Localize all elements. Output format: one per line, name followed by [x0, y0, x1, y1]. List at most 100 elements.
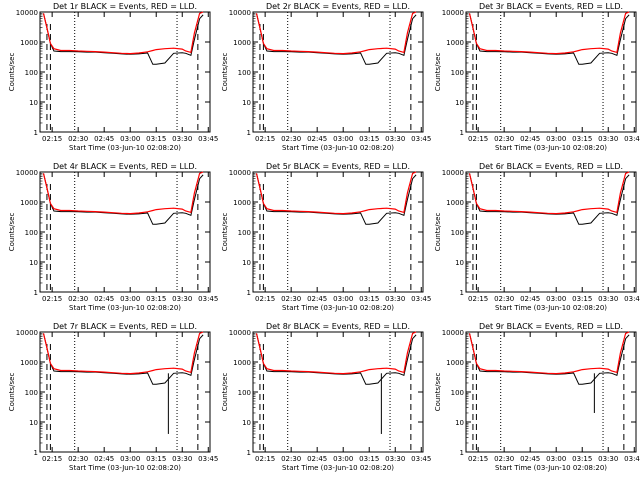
x-tick-label: 02:45	[94, 295, 114, 303]
series-events	[469, 13, 630, 65]
x-axis-label: Start Time (03-Jun-10 02:08:20)	[69, 144, 181, 152]
panel-det-8r: Det 8r BLACK = Events, RED = LLD. 1 10 100 1…	[221, 322, 431, 472]
y-tick-label: 100	[451, 69, 464, 77]
x-tick-label: 03:30	[598, 295, 618, 303]
panel-det-4r: Det 4r BLACK = Events, RED = LLD. 1 10 100 1…	[8, 162, 218, 312]
x-tick-label: 02:30	[281, 455, 301, 463]
x-tick-label: 02:30	[281, 295, 301, 303]
x-tick-label: 03:00	[546, 135, 566, 143]
panel-det-6r: Det 6r BLACK = Events, RED = LLD. 1 10 100 1…	[434, 162, 640, 312]
x-axis-label: Start Time (03-Jun-10 02:08:20)	[495, 464, 607, 472]
x-tick-label: 03:15	[359, 295, 379, 303]
x-tick-label: 02:30	[494, 135, 514, 143]
x-tick-label: 03:45	[198, 135, 218, 143]
x-tick-label: 03:00	[546, 455, 566, 463]
y-tick-label: 100	[25, 389, 38, 397]
panel-title: Det 3r BLACK = Events, RED = LLD.	[479, 2, 623, 11]
x-tick-label: 02:15	[255, 295, 275, 303]
y-tick-label: 10	[455, 99, 464, 107]
plot-frame	[39, 331, 211, 453]
x-tick-label: 03:00	[333, 295, 353, 303]
x-axis-label: Start Time (03-Jun-10 02:08:20)	[282, 144, 394, 152]
x-tick-label: 03:45	[198, 295, 218, 303]
y-tick-label: 10	[455, 419, 464, 427]
y-axis-label: Counts/sec	[8, 213, 16, 252]
x-tick-label: 03:15	[359, 455, 379, 463]
y-tick-label: 10	[242, 259, 251, 267]
y-tick-label: 1000	[446, 199, 464, 207]
x-tick-label: 02:45	[94, 135, 114, 143]
x-tick-label: 03:00	[120, 295, 140, 303]
x-axis-label: Start Time (03-Jun-10 02:08:20)	[495, 144, 607, 152]
x-tick-label: 03:15	[572, 455, 592, 463]
panel-title: Det 1r BLACK = Events, RED = LLD.	[53, 2, 197, 11]
x-tick-label: 03:15	[359, 135, 379, 143]
x-tick-label: 03:15	[146, 295, 166, 303]
x-tick-label: 03:30	[172, 295, 192, 303]
x-tick-label: 02:15	[468, 455, 488, 463]
x-tick-label: 03:30	[598, 455, 618, 463]
x-tick-label: 02:15	[468, 295, 488, 303]
y-tick-label: 100	[25, 69, 38, 77]
y-axis-label: Counts/sec	[221, 53, 229, 92]
y-tick-label: 1	[34, 289, 38, 297]
series-events	[469, 173, 630, 225]
x-tick-label: 02:30	[68, 295, 88, 303]
y-tick-label: 100	[238, 389, 251, 397]
x-tick-label: 02:30	[494, 455, 514, 463]
x-axis-label: Start Time (03-Jun-10 02:08:20)	[282, 464, 394, 472]
y-axis-label: Counts/sec	[434, 373, 442, 412]
x-tick-label: 03:00	[120, 455, 140, 463]
y-tick-label: 100	[25, 229, 38, 237]
series-events	[43, 173, 204, 225]
series-events	[43, 13, 204, 65]
panel-title: Det 9r BLACK = Events, RED = LLD.	[479, 322, 623, 331]
x-tick-label: 03:45	[411, 135, 431, 143]
x-tick-label: 02:15	[255, 455, 275, 463]
series-events	[469, 333, 630, 385]
y-tick-label: 10000	[229, 9, 251, 17]
x-tick-label: 02:45	[520, 295, 540, 303]
x-tick-label: 02:45	[307, 455, 327, 463]
series-lld	[42, 11, 204, 55]
x-tick-label: 03:15	[572, 135, 592, 143]
x-tick-label: 02:45	[94, 455, 114, 463]
y-tick-label: 1000	[20, 359, 38, 367]
x-axis-label: Start Time (03-Jun-10 02:08:20)	[69, 464, 181, 472]
panel-title: Det 5r BLACK = Events, RED = LLD.	[266, 162, 410, 171]
x-tick-label: 03:45	[624, 455, 640, 463]
y-tick-label: 10000	[16, 9, 38, 17]
y-tick-label: 1000	[20, 199, 38, 207]
x-tick-label: 03:30	[172, 135, 192, 143]
x-tick-label: 03:15	[146, 135, 166, 143]
x-tick-label: 03:30	[385, 455, 405, 463]
series-events	[43, 333, 204, 385]
plot-frame	[465, 11, 637, 133]
series-events	[256, 13, 417, 65]
x-tick-label: 02:15	[42, 455, 62, 463]
y-axis-label: Counts/sec	[221, 213, 229, 252]
x-tick-label: 03:00	[546, 295, 566, 303]
panel-det-7r: Det 7r BLACK = Events, RED = LLD. 1 10 100 1…	[8, 322, 218, 472]
x-tick-label: 03:15	[146, 455, 166, 463]
y-tick-label: 10000	[442, 329, 464, 337]
x-tick-label: 03:00	[333, 455, 353, 463]
x-tick-label: 03:00	[120, 135, 140, 143]
panel-title: Det 4r BLACK = Events, RED = LLD.	[53, 162, 197, 171]
y-tick-label: 100	[451, 229, 464, 237]
x-tick-label: 02:15	[42, 135, 62, 143]
x-tick-label: 03:45	[411, 455, 431, 463]
x-tick-label: 02:30	[68, 135, 88, 143]
x-tick-label: 03:45	[624, 295, 640, 303]
y-axis-label: Counts/sec	[8, 373, 16, 412]
series-lld	[42, 331, 204, 375]
panel-det-5r: Det 5r BLACK = Events, RED = LLD. 1 10 100 1…	[221, 162, 431, 312]
y-tick-label: 1	[460, 289, 464, 297]
x-tick-label: 02:15	[468, 135, 488, 143]
panel-title: Det 7r BLACK = Events, RED = LLD.	[53, 322, 197, 331]
y-tick-label: 1000	[233, 39, 251, 47]
y-tick-label: 10	[455, 259, 464, 267]
series-lld	[255, 331, 417, 375]
plot-frame	[252, 11, 424, 133]
x-tick-label: 03:15	[572, 295, 592, 303]
